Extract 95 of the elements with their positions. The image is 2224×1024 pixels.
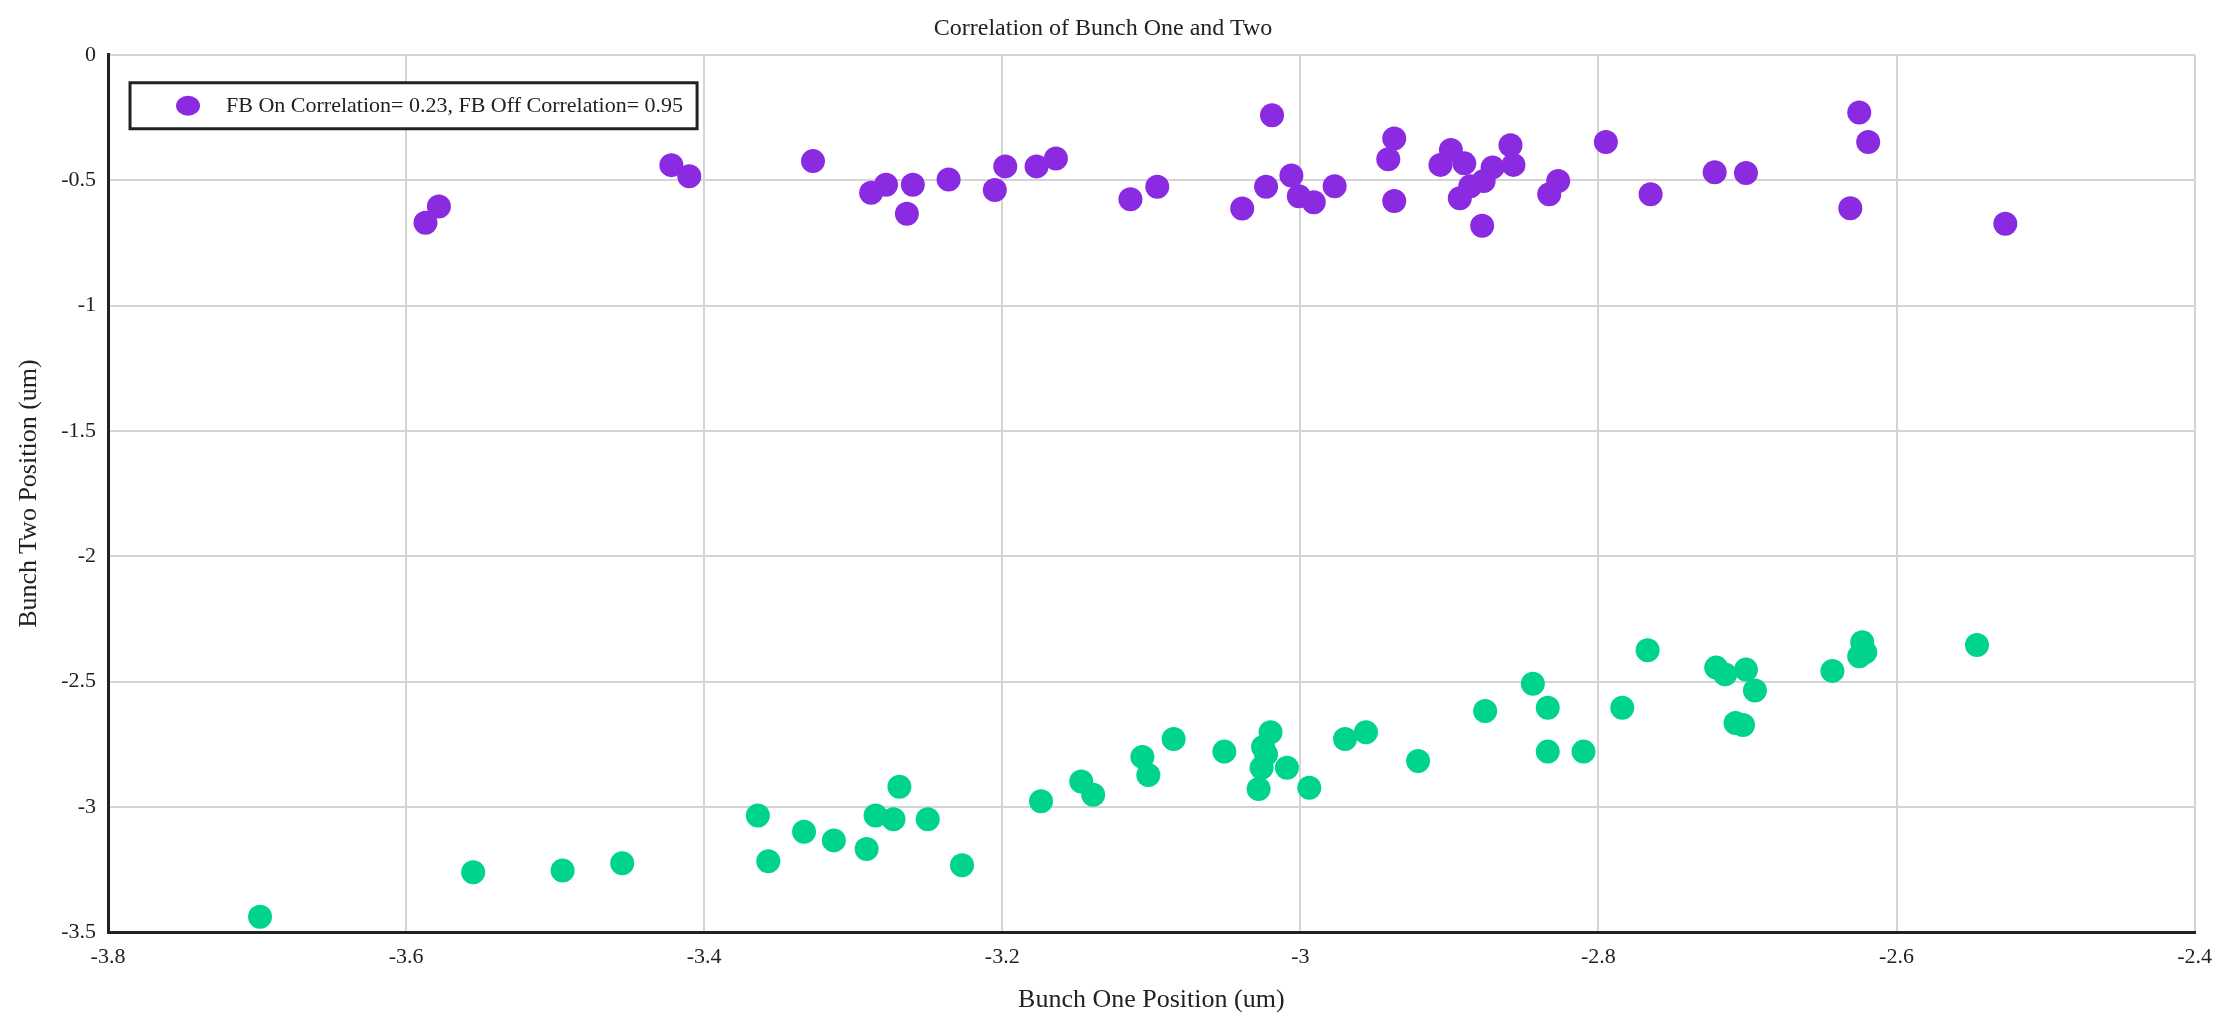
point bbox=[1838, 196, 1863, 221]
point bbox=[915, 807, 940, 832]
point bbox=[1993, 211, 2018, 236]
point bbox=[1136, 762, 1161, 787]
point bbox=[900, 172, 925, 197]
point bbox=[1546, 168, 1571, 193]
point bbox=[1520, 671, 1545, 696]
point bbox=[1322, 174, 1347, 199]
point bbox=[894, 201, 919, 226]
point bbox=[1535, 739, 1560, 764]
x-tick-label: -3 bbox=[1291, 943, 1310, 969]
point bbox=[1733, 657, 1758, 682]
point bbox=[1081, 782, 1106, 807]
point bbox=[1212, 739, 1237, 764]
point bbox=[1964, 633, 1989, 658]
point bbox=[950, 853, 975, 878]
point bbox=[1733, 160, 1758, 185]
point bbox=[610, 851, 635, 876]
point bbox=[1333, 727, 1358, 752]
point bbox=[1029, 789, 1054, 814]
y-tick-label: -2 bbox=[77, 542, 97, 568]
point bbox=[1593, 130, 1618, 155]
y-tick-label: 0 bbox=[85, 40, 97, 66]
point bbox=[756, 849, 781, 874]
point bbox=[1118, 187, 1143, 212]
point bbox=[1254, 174, 1279, 199]
point bbox=[745, 803, 770, 828]
point bbox=[1635, 638, 1660, 663]
point bbox=[677, 164, 702, 189]
x-axis-title: Bunch One Position (um) bbox=[1018, 984, 1285, 1014]
point bbox=[1024, 154, 1049, 179]
point bbox=[413, 210, 438, 235]
point bbox=[792, 819, 817, 844]
point bbox=[659, 153, 684, 178]
point bbox=[426, 194, 451, 219]
point bbox=[1847, 100, 1872, 125]
y-tick-label: -3.5 bbox=[61, 918, 97, 944]
point bbox=[1279, 163, 1304, 188]
x-tick-label: -2.6 bbox=[1879, 943, 1914, 969]
point bbox=[1470, 213, 1495, 238]
point bbox=[1638, 182, 1663, 207]
x-tick-label: -3.2 bbox=[984, 943, 1020, 969]
point bbox=[1610, 695, 1635, 720]
point bbox=[821, 828, 846, 853]
point bbox=[1713, 662, 1738, 687]
x-tick-label: -2.4 bbox=[2177, 943, 2212, 969]
y-axis-title: Bunch Two Position (um) bbox=[13, 359, 43, 628]
point bbox=[1498, 133, 1523, 158]
point bbox=[1161, 727, 1186, 752]
point bbox=[1376, 147, 1401, 172]
y-tick-label: -1 bbox=[77, 291, 97, 317]
point bbox=[854, 836, 879, 861]
point bbox=[1501, 152, 1526, 177]
point bbox=[1535, 695, 1560, 720]
point bbox=[874, 172, 899, 197]
point bbox=[936, 167, 961, 192]
point bbox=[800, 149, 825, 174]
point bbox=[1274, 755, 1299, 780]
point bbox=[982, 177, 1007, 202]
point bbox=[461, 860, 486, 885]
point bbox=[1473, 698, 1498, 723]
point bbox=[1820, 658, 1845, 683]
point bbox=[1230, 196, 1255, 221]
point bbox=[887, 774, 912, 799]
point bbox=[1742, 678, 1767, 703]
chart-title: Correlation of Bunch One and Two bbox=[933, 13, 1273, 40]
point bbox=[1406, 748, 1431, 773]
x-tick-label: -3.8 bbox=[90, 943, 126, 969]
point bbox=[1856, 130, 1881, 155]
legend-label: FB On Correlation= 0.23, FB Off Correlation= 0.95 bbox=[226, 91, 684, 117]
point bbox=[1382, 126, 1407, 151]
point bbox=[1145, 174, 1170, 199]
point bbox=[1702, 160, 1727, 185]
x-tick-label: -2.8 bbox=[1581, 943, 1616, 969]
y-tick-label: -0.5 bbox=[61, 165, 97, 191]
point bbox=[1480, 155, 1505, 180]
point bbox=[1246, 776, 1271, 801]
point bbox=[1571, 739, 1596, 764]
x-tick-label: -3.6 bbox=[388, 943, 424, 969]
point bbox=[550, 858, 575, 883]
point bbox=[1297, 775, 1322, 800]
y-tick-label: -1.5 bbox=[61, 416, 97, 442]
x-tick-label: -3.4 bbox=[686, 943, 722, 969]
point bbox=[881, 807, 906, 832]
point bbox=[1301, 190, 1326, 215]
point bbox=[1452, 151, 1477, 176]
point bbox=[1260, 103, 1285, 128]
y-tick-label: -3 bbox=[77, 792, 97, 818]
point bbox=[993, 154, 1018, 179]
point bbox=[1382, 188, 1407, 213]
y-tick-label: -2.5 bbox=[61, 667, 97, 693]
point bbox=[1258, 720, 1283, 745]
point bbox=[248, 904, 273, 929]
point bbox=[1353, 720, 1378, 745]
point bbox=[1043, 146, 1068, 171]
